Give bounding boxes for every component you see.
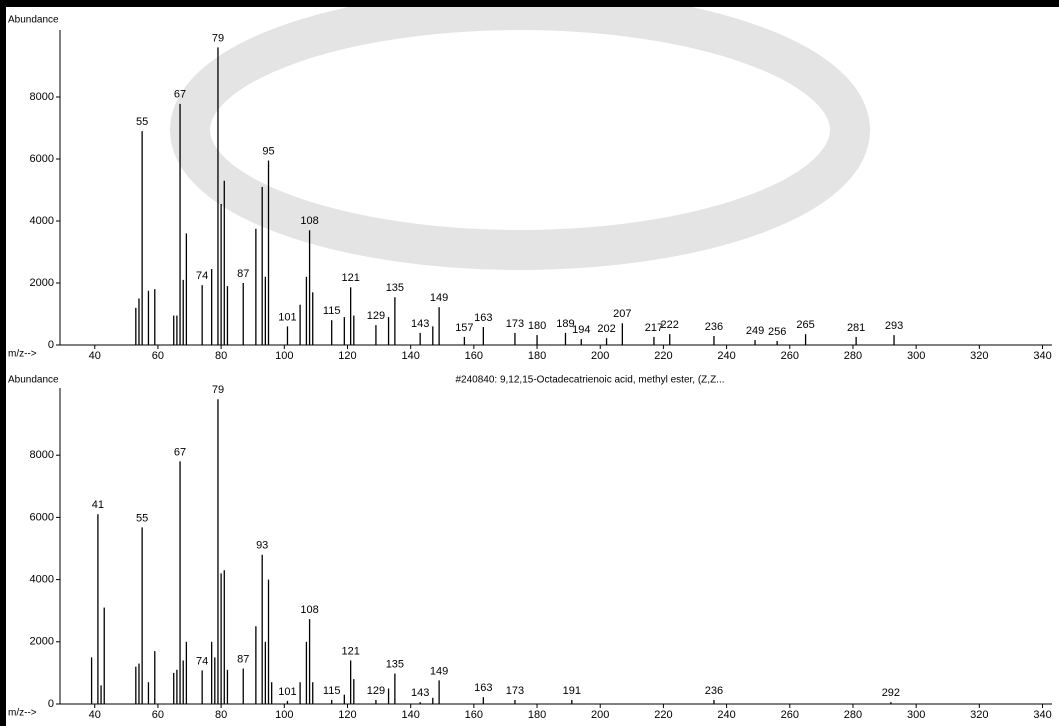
peak-label: 129 bbox=[367, 310, 385, 322]
y-tick-label: 8000 bbox=[30, 91, 54, 103]
x-tick-label: 40 bbox=[89, 350, 101, 362]
y-tick-label: 0 bbox=[48, 698, 54, 710]
x-tick-label: 200 bbox=[591, 350, 609, 362]
peak-label: 265 bbox=[796, 319, 814, 331]
peak-label: 101 bbox=[278, 686, 296, 698]
peak-label: 135 bbox=[386, 282, 404, 294]
peak-label: 163 bbox=[474, 312, 492, 324]
peak-label: 115 bbox=[323, 685, 341, 697]
x-tick-label: 260 bbox=[781, 709, 799, 721]
x-tick-label: 140 bbox=[401, 350, 419, 362]
peak-label: 191 bbox=[563, 685, 581, 697]
y-tick-label: 4000 bbox=[30, 574, 54, 586]
peak-label: 121 bbox=[341, 645, 359, 657]
x-tick-label: 60 bbox=[152, 709, 164, 721]
peak-label: 173 bbox=[506, 318, 524, 330]
peak-label: 55 bbox=[136, 512, 148, 524]
x-tick-label: 180 bbox=[528, 709, 546, 721]
spectrum-title: #240840: 9,12,15-Octadecatrienoic acid, … bbox=[455, 375, 724, 386]
y-axis-label: Abundance bbox=[8, 375, 59, 386]
peak-label: 74 bbox=[196, 655, 208, 667]
peak-label: 79 bbox=[212, 32, 224, 44]
peak-label: 101 bbox=[278, 311, 296, 323]
x-tick-label: 240 bbox=[717, 350, 735, 362]
peak-label: 202 bbox=[597, 323, 615, 335]
y-tick-label: 4000 bbox=[30, 215, 54, 227]
y-tick-label: 2000 bbox=[30, 636, 54, 648]
x-tick-label: 320 bbox=[970, 709, 988, 721]
peak-label: 115 bbox=[323, 305, 341, 317]
x-tick-label: 140 bbox=[401, 709, 419, 721]
left-border bbox=[0, 0, 6, 726]
x-tick-label: 340 bbox=[1033, 709, 1051, 721]
x-axis-label: m/z--> bbox=[8, 349, 37, 360]
x-tick-label: 180 bbox=[528, 350, 546, 362]
peak-label: 157 bbox=[455, 322, 473, 334]
x-tick-label: 160 bbox=[465, 709, 483, 721]
peak-label: 149 bbox=[430, 292, 448, 304]
peak-label: 236 bbox=[705, 321, 723, 333]
background bbox=[0, 0, 1059, 726]
screenshot: Abundancem/z-->0200040006000800040608010… bbox=[0, 0, 1059, 726]
peak-label: 149 bbox=[430, 665, 448, 677]
y-tick-label: 6000 bbox=[30, 153, 54, 165]
y-tick-label: 6000 bbox=[30, 511, 54, 523]
peak-label: 67 bbox=[174, 446, 186, 458]
x-axis-label: m/z--> bbox=[8, 708, 37, 719]
peak-label: 129 bbox=[367, 685, 385, 697]
x-tick-label: 80 bbox=[215, 350, 227, 362]
peak-label: 55 bbox=[136, 116, 148, 128]
y-tick-label: 0 bbox=[48, 339, 54, 351]
peak-label: 180 bbox=[528, 320, 546, 332]
peak-label: 173 bbox=[506, 685, 524, 697]
peak-label: 281 bbox=[847, 322, 865, 334]
peak-label: 256 bbox=[768, 326, 786, 338]
x-tick-label: 100 bbox=[275, 350, 293, 362]
x-tick-label: 260 bbox=[781, 350, 799, 362]
y-tick-label: 8000 bbox=[30, 449, 54, 461]
peak-label: 249 bbox=[746, 325, 764, 337]
peak-label: 293 bbox=[885, 320, 903, 332]
x-tick-label: 120 bbox=[338, 350, 356, 362]
peak-label: 194 bbox=[572, 324, 590, 336]
peak-label: 143 bbox=[411, 687, 429, 699]
peak-label: 236 bbox=[705, 685, 723, 697]
peak-label: 222 bbox=[661, 319, 679, 331]
y-axis-label: Abundance bbox=[8, 15, 59, 26]
peak-label: 67 bbox=[174, 89, 186, 101]
peak-label: 143 bbox=[411, 318, 429, 330]
x-tick-label: 160 bbox=[465, 350, 483, 362]
x-tick-label: 220 bbox=[654, 709, 672, 721]
peak-label: 135 bbox=[386, 658, 404, 670]
y-tick-label: 2000 bbox=[30, 277, 54, 289]
x-tick-label: 60 bbox=[152, 350, 164, 362]
peak-label: 108 bbox=[300, 604, 318, 616]
peak-label: 121 bbox=[341, 272, 359, 284]
peak-label: 41 bbox=[92, 499, 104, 511]
x-tick-label: 100 bbox=[275, 709, 293, 721]
x-tick-label: 200 bbox=[591, 709, 609, 721]
x-tick-label: 240 bbox=[717, 709, 735, 721]
x-tick-label: 120 bbox=[338, 709, 356, 721]
x-tick-label: 280 bbox=[844, 709, 862, 721]
x-tick-label: 340 bbox=[1033, 350, 1051, 362]
x-tick-label: 80 bbox=[215, 709, 227, 721]
peak-label: 163 bbox=[474, 682, 492, 694]
x-tick-label: 320 bbox=[970, 350, 988, 362]
peak-label: 74 bbox=[196, 270, 208, 282]
top-border bbox=[0, 0, 1059, 7]
x-tick-label: 280 bbox=[844, 350, 862, 362]
peak-label: 87 bbox=[237, 653, 249, 665]
x-tick-label: 40 bbox=[89, 709, 101, 721]
peak-label: 79 bbox=[212, 384, 224, 396]
x-tick-label: 220 bbox=[654, 350, 672, 362]
peak-label: 207 bbox=[613, 308, 631, 320]
peak-label: 93 bbox=[256, 540, 268, 552]
x-tick-label: 300 bbox=[907, 350, 925, 362]
peak-label: 87 bbox=[237, 268, 249, 280]
peak-label: 95 bbox=[262, 145, 274, 157]
peak-label: 108 bbox=[300, 215, 318, 227]
peak-label: 292 bbox=[882, 687, 900, 699]
x-tick-label: 300 bbox=[907, 709, 925, 721]
